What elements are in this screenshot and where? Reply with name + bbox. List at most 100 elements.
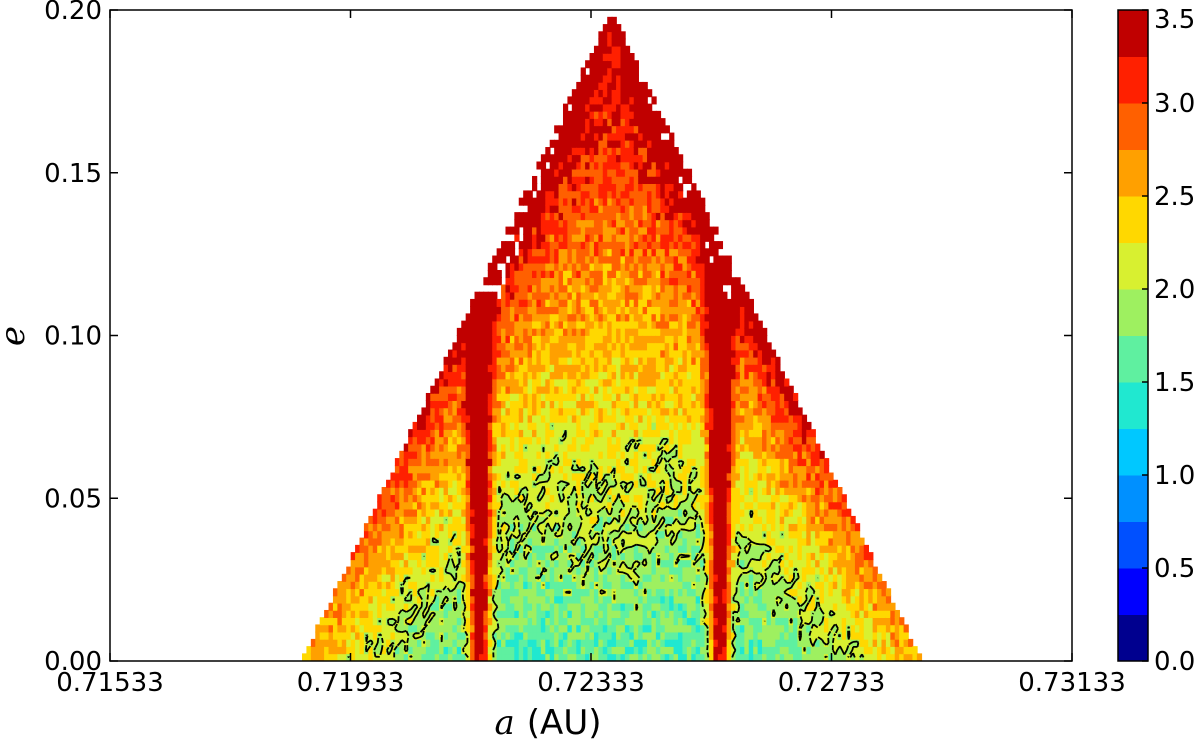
heatmap-cell: [430, 458, 436, 467]
heatmap-cell: [496, 248, 502, 257]
heatmap-cell: [562, 241, 569, 250]
heatmap-cell: [567, 233, 573, 242]
heatmap-cell: [695, 421, 701, 430]
heatmap-cell: [686, 233, 693, 242]
heatmap-cell: [487, 537, 494, 546]
heatmap-cell: [647, 139, 653, 148]
heatmap-cell: [394, 595, 401, 604]
heatmap-cell: [523, 400, 529, 409]
heatmap-cell: [562, 219, 569, 228]
heatmap-cell: [717, 378, 724, 387]
heatmap-cell: [647, 103, 653, 112]
heatmap-cell: [478, 472, 485, 481]
heatmap-cell: [505, 631, 511, 640]
heatmap-cell: [647, 501, 653, 510]
heatmap-cell: [629, 306, 635, 315]
heatmap-cell: [678, 508, 684, 517]
heatmap-cell: [602, 479, 609, 488]
heatmap-cell: [638, 161, 644, 170]
heatmap-cell: [501, 581, 507, 590]
heatmap-cell: [558, 559, 564, 568]
heatmap-cell: [562, 624, 569, 633]
heatmap-cell: [611, 284, 617, 293]
heatmap-cell: [633, 364, 639, 373]
heatmap-cell: [412, 581, 418, 590]
heatmap-cell: [598, 530, 604, 539]
heatmap-cell: [558, 631, 564, 640]
heatmap-cell: [394, 508, 401, 517]
heatmap-cell: [647, 270, 653, 279]
heatmap-cell: [399, 638, 405, 647]
heatmap-cell: [554, 631, 560, 640]
heatmap-cell: [576, 429, 582, 438]
heatmap-cell: [708, 327, 715, 336]
heatmap-cell: [669, 371, 675, 380]
heatmap-cell: [664, 306, 670, 315]
heatmap-cell: [717, 487, 724, 496]
heatmap-cell: [704, 284, 710, 293]
heatmap-cell: [598, 255, 604, 264]
heatmap-cell: [620, 147, 626, 156]
heatmap-cell: [686, 588, 693, 597]
heatmap-cell: [655, 624, 662, 633]
heatmap-cell: [642, 284, 648, 293]
heatmap-cell: [532, 458, 538, 467]
heatmap-cell: [554, 197, 560, 206]
heatmap-cell: [434, 544, 440, 553]
heatmap-cell: [580, 515, 586, 524]
heatmap-cell: [647, 581, 653, 590]
heatmap-cell: [536, 494, 542, 503]
heatmap-cell: [532, 523, 538, 532]
heatmap-cell: [474, 407, 480, 416]
heatmap-cell: [501, 465, 507, 474]
heatmap-cell: [554, 204, 560, 213]
heatmap-cell: [545, 364, 551, 373]
heatmap-cell: [434, 523, 440, 532]
heatmap-cell: [598, 298, 604, 307]
heatmap-cell: [589, 624, 595, 633]
heatmap-cell: [660, 458, 666, 467]
heatmap-cell: [691, 544, 697, 553]
heatmap-cell: [470, 342, 476, 351]
heatmap-cell: [518, 595, 524, 604]
heatmap-cell: [611, 38, 617, 47]
heatmap-cell: [700, 487, 706, 496]
heatmap-cell: [425, 638, 432, 647]
heatmap-cell: [620, 60, 626, 69]
heatmap-cell: [678, 537, 684, 546]
heatmap-cell: [638, 530, 644, 539]
heatmap-cell: [655, 530, 662, 539]
heatmap-cell: [704, 595, 710, 604]
heatmap-cell: [589, 494, 595, 503]
heatmap-cell: [655, 378, 662, 387]
heatmap-cell: [647, 356, 653, 365]
heatmap-cell: [492, 407, 498, 416]
heatmap-cell: [655, 523, 662, 532]
heatmap-cell: [417, 581, 423, 590]
heatmap-cell: [496, 617, 502, 626]
heatmap-cell: [585, 161, 591, 170]
heatmap-cell: [532, 291, 538, 300]
heatmap-cell: [372, 602, 378, 611]
heatmap-cell: [461, 487, 467, 496]
heatmap-cell: [682, 472, 688, 481]
heatmap-cell: [620, 530, 626, 539]
heatmap-cell: [523, 602, 529, 611]
heatmap-cell: [571, 219, 578, 228]
heatmap-cell: [722, 595, 728, 604]
heatmap-cell: [638, 581, 644, 590]
heatmap-cell: [598, 617, 604, 626]
heatmap-cell: [704, 385, 710, 394]
heatmap-cell: [478, 573, 485, 582]
heatmap-cell: [589, 501, 595, 510]
heatmap-cell: [638, 320, 644, 329]
heatmap-cell: [704, 327, 710, 336]
heatmap-cell: [611, 429, 617, 438]
heatmap-cell: [704, 212, 710, 221]
heatmap-cell: [620, 588, 626, 597]
heatmap-cell: [660, 617, 666, 626]
heatmap-cell: [443, 458, 449, 467]
heatmap-cell: [593, 233, 600, 242]
heatmap-cell: [611, 183, 617, 192]
heatmap-cell: [527, 364, 533, 373]
